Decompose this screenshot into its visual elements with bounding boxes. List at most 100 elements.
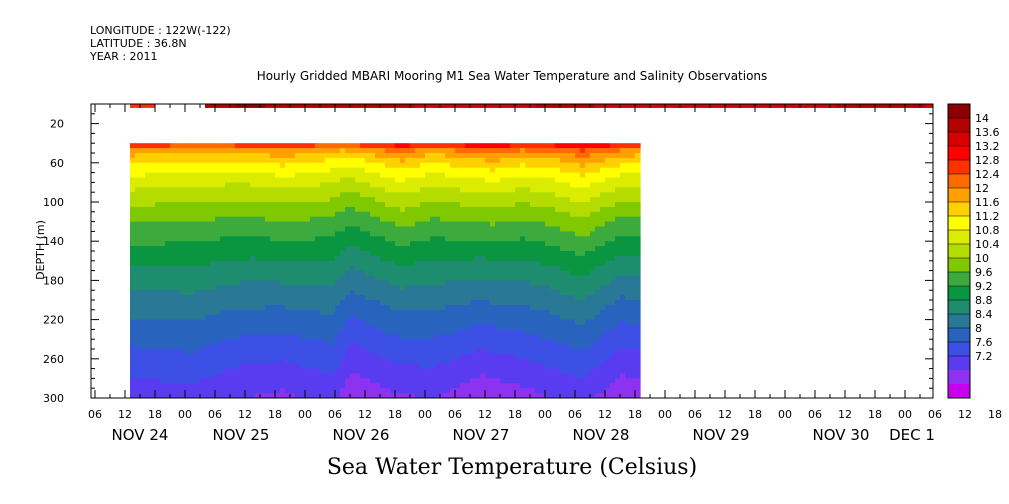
field-cell — [355, 187, 361, 193]
field-cell — [525, 368, 531, 375]
field-cell — [150, 265, 156, 272]
field-cell — [535, 265, 541, 272]
field-cell — [605, 363, 611, 370]
field-cell — [200, 216, 206, 223]
field-cell — [530, 187, 536, 193]
field-cell — [330, 143, 336, 149]
field-cell — [430, 167, 436, 174]
field-cell — [570, 246, 576, 252]
field-cell — [530, 206, 536, 213]
field-cell — [495, 197, 501, 203]
field-cell — [175, 363, 181, 370]
field-cell — [490, 221, 496, 228]
field-cell — [435, 197, 441, 203]
field-cell — [560, 143, 566, 149]
field-cell — [360, 211, 366, 218]
field-cell — [345, 344, 351, 350]
field-cell — [165, 231, 171, 237]
field-cell — [315, 353, 321, 360]
field-cell — [410, 334, 416, 340]
field-cell — [410, 388, 416, 394]
field-cell — [475, 148, 481, 154]
field-cell — [165, 368, 171, 375]
field-cell — [545, 265, 551, 272]
field-cell — [270, 255, 276, 262]
field-cell — [245, 368, 251, 375]
field-cell — [410, 378, 416, 384]
field-cell — [420, 231, 426, 237]
field-cell — [555, 295, 561, 301]
field-cell — [440, 226, 446, 232]
field-cell — [135, 363, 141, 370]
field-cell — [160, 334, 166, 340]
field-cell — [570, 373, 576, 379]
field-cell — [470, 290, 476, 296]
field-cell — [270, 192, 276, 198]
field-cell — [190, 187, 196, 193]
field-cell — [130, 309, 136, 316]
field-cell — [560, 393, 566, 398]
field-cell — [170, 275, 176, 281]
field-cell — [175, 153, 181, 159]
field-cell — [220, 255, 226, 262]
field-cell — [410, 211, 416, 218]
field-cell — [275, 393, 281, 398]
field-cell — [570, 143, 576, 149]
field-cell — [255, 177, 261, 183]
field-cell — [435, 319, 441, 326]
field-cell — [245, 197, 251, 203]
field-cell — [145, 153, 151, 159]
field-cell — [270, 162, 276, 169]
field-cell — [135, 275, 141, 281]
field-cell — [325, 157, 331, 164]
field-cell — [410, 231, 416, 237]
field-cell — [385, 197, 391, 203]
field-cell — [590, 275, 596, 281]
field-cell — [380, 353, 386, 360]
field-cell — [565, 157, 571, 164]
field-cell — [430, 368, 436, 375]
field-cell — [385, 280, 391, 286]
field-cell — [460, 300, 466, 306]
field-cell — [200, 388, 206, 394]
field-cell — [180, 216, 186, 223]
field-cell — [525, 143, 531, 149]
field-cell — [425, 275, 431, 281]
field-cell — [425, 304, 431, 311]
field-cell — [475, 358, 481, 365]
field-cell — [380, 314, 386, 321]
field-cell — [215, 241, 221, 247]
field-cell — [215, 157, 221, 164]
field-cell — [335, 378, 341, 384]
field-cell — [545, 290, 551, 296]
field-cell — [345, 241, 351, 247]
field-cell — [235, 255, 241, 262]
field-cell — [540, 182, 546, 188]
field-cell — [375, 260, 381, 267]
field-cell — [335, 211, 341, 218]
field-cell — [525, 167, 531, 174]
field-cell — [390, 182, 396, 188]
field-cell — [195, 358, 201, 365]
field-cell — [570, 236, 576, 242]
field-cell — [540, 295, 546, 301]
field-cell — [370, 270, 376, 277]
field-cell — [260, 349, 266, 355]
field-cell — [365, 388, 371, 394]
field-cell — [260, 378, 266, 384]
field-cell — [475, 260, 481, 267]
field-cell — [185, 339, 191, 345]
field-cell — [580, 344, 586, 350]
field-cell — [415, 290, 421, 296]
field-cell — [480, 226, 486, 232]
field-cell — [130, 192, 136, 198]
field-cell — [525, 172, 531, 179]
field-cell — [240, 358, 246, 365]
field-cell — [140, 143, 146, 149]
field-cell — [345, 153, 351, 159]
field-cell — [260, 368, 266, 375]
field-cell — [370, 304, 376, 311]
field-cell — [570, 153, 576, 159]
field-cell — [590, 177, 596, 183]
field-cell — [340, 211, 346, 218]
